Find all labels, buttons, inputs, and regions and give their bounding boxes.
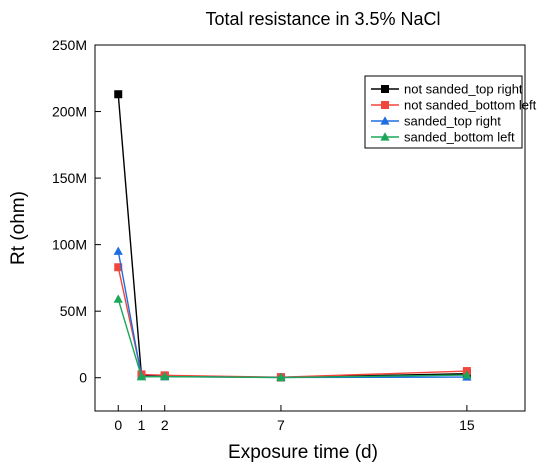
series-layer <box>113 90 472 382</box>
legend-label: sanded_bottom left <box>404 130 515 145</box>
data-point <box>462 370 472 379</box>
series-line <box>117 299 467 379</box>
y-tick-label: 0 <box>79 370 87 386</box>
y-tick-label: 150M <box>52 170 87 186</box>
data-point <box>113 294 123 303</box>
legend-entry: sanded_top right <box>371 114 501 129</box>
chart-title: Total resistance in 3.5% NaCl <box>205 9 440 29</box>
data-point <box>114 263 123 272</box>
legend-entry: not sanded_bottom left <box>371 98 537 113</box>
y-tick-label: 250M <box>52 37 87 53</box>
legend-entry: not sanded_top right <box>371 82 523 97</box>
legend-label: not sanded_bottom left <box>404 98 537 113</box>
plot-frame <box>94 44 526 412</box>
x-axis-title: Exposure time (d) <box>228 442 378 463</box>
data-point <box>136 371 147 381</box>
legend-label: not sanded_top right <box>404 82 523 97</box>
x-tick-label: 1 <box>138 417 146 433</box>
y-tick-label: 100M <box>52 237 87 253</box>
series-line <box>117 251 467 379</box>
data-point <box>276 372 286 382</box>
x-tick-label: 2 <box>161 417 169 433</box>
series-2 <box>113 246 472 382</box>
legend-label: sanded_top right <box>404 114 501 129</box>
legend-box <box>364 75 523 149</box>
y-axis-ticks: 0 50M 100M 150M 200M 250M <box>52 37 101 386</box>
data-point <box>160 371 170 381</box>
series-line <box>117 267 467 378</box>
legend-marker <box>381 101 389 109</box>
series-3 <box>113 294 472 382</box>
legend-marker <box>380 132 390 141</box>
data-point <box>113 246 123 255</box>
x-tick-label: 0 <box>114 417 122 433</box>
x-tick-label: 7 <box>277 417 285 433</box>
y-tick-label: 200M <box>52 104 87 120</box>
y-tick-label: 50M <box>60 303 87 319</box>
y-axis-title: Rt (ohm) <box>8 191 29 265</box>
legend-marker <box>380 116 390 125</box>
data-point <box>114 90 123 99</box>
legend-entry: sanded_bottom left <box>371 130 515 145</box>
x-tick-label: 15 <box>459 417 475 433</box>
x-axis-ticks: 0 1 2 7 15 <box>114 405 475 433</box>
series-1 <box>114 263 471 382</box>
legend-marker <box>381 85 389 93</box>
